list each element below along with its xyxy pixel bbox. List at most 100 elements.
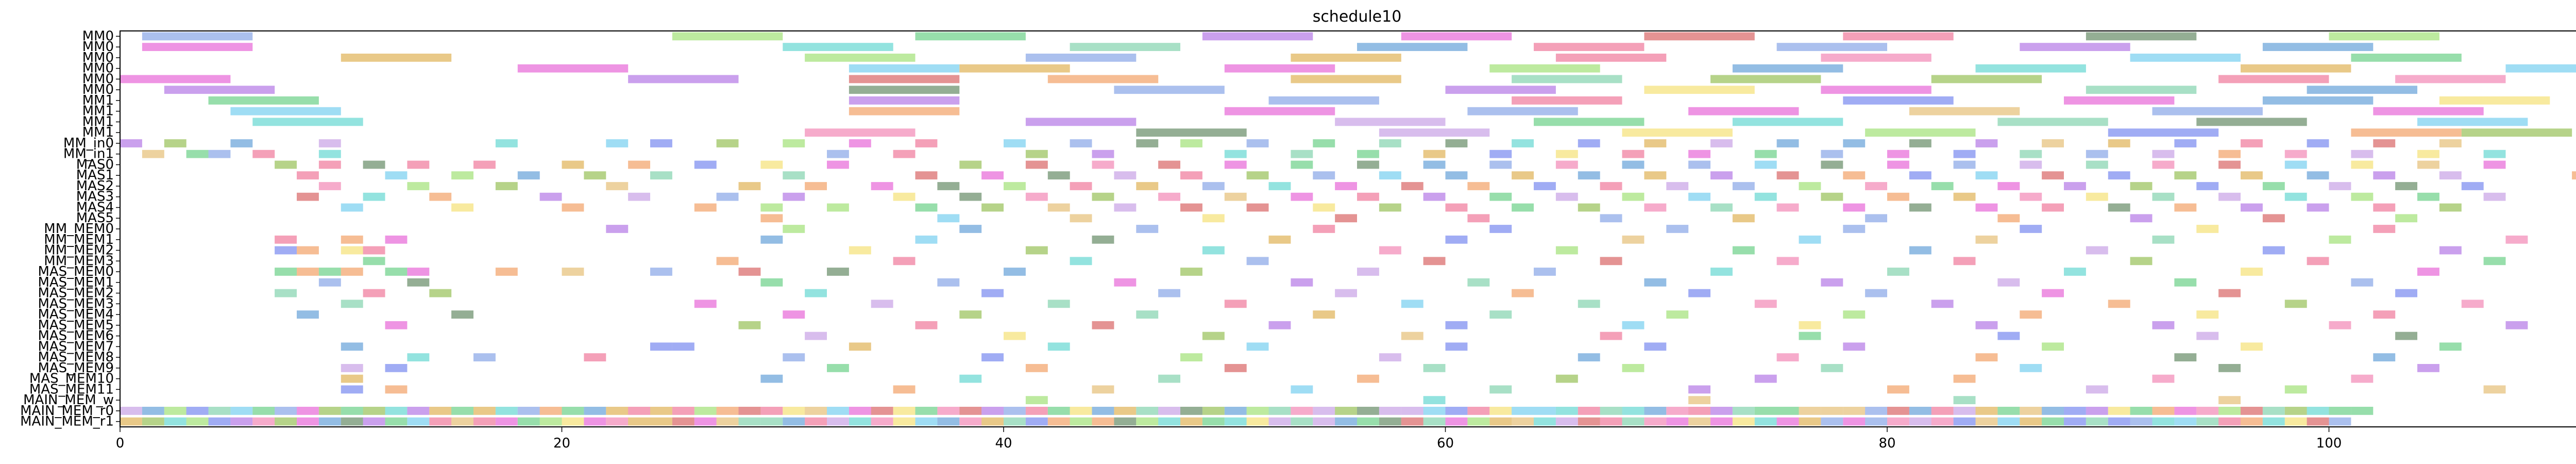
task-bar bbox=[341, 246, 363, 255]
task-bar bbox=[1688, 150, 1710, 158]
task-bar bbox=[1776, 203, 1799, 212]
task-bar bbox=[1512, 75, 1622, 84]
task-bar bbox=[363, 192, 385, 201]
task-bar bbox=[1975, 64, 2086, 73]
task-bar bbox=[1512, 139, 1534, 147]
task-bar bbox=[1644, 417, 1667, 426]
row-label: MAS_MEM2 bbox=[38, 286, 114, 301]
task-bar bbox=[2483, 385, 2506, 394]
task-bar bbox=[783, 407, 805, 415]
task-bar bbox=[849, 417, 871, 426]
task-bar bbox=[2483, 257, 2506, 266]
task-bar bbox=[451, 310, 473, 319]
task-bar bbox=[1246, 139, 1269, 147]
task-bar bbox=[1379, 128, 1490, 137]
task-bar bbox=[1688, 160, 1710, 169]
task-bar bbox=[1291, 385, 1313, 394]
task-bar bbox=[2329, 321, 2351, 329]
task-bar bbox=[1821, 54, 1931, 62]
row-label: MAS_MEM3 bbox=[38, 296, 114, 311]
task-bar bbox=[429, 289, 452, 297]
task-bar bbox=[760, 214, 783, 223]
task-bar bbox=[2064, 182, 2086, 190]
task-bar bbox=[1313, 203, 1335, 212]
task-bar bbox=[2152, 321, 2175, 329]
task-bar bbox=[2439, 96, 2550, 105]
task-bar bbox=[1004, 332, 1026, 340]
task-bar bbox=[1821, 150, 1843, 158]
task-bar bbox=[1379, 407, 1401, 415]
task-bar bbox=[937, 214, 960, 223]
task-bar bbox=[1224, 300, 1247, 308]
task-bar bbox=[1688, 107, 1799, 115]
task-bar bbox=[2351, 407, 2374, 415]
task-bar bbox=[1445, 407, 1468, 415]
x-axis: 0 20 40 60 80 100 bbox=[116, 427, 2342, 451]
task-bar bbox=[2218, 289, 2241, 297]
task-bar bbox=[694, 160, 717, 169]
task-bar bbox=[1843, 342, 1866, 351]
task-bar bbox=[1445, 342, 1468, 351]
task-bar bbox=[805, 182, 827, 190]
task-bar bbox=[1865, 128, 1976, 137]
task-bar bbox=[606, 139, 629, 147]
task-bar bbox=[2284, 192, 2307, 201]
task-bar bbox=[2042, 342, 2064, 351]
task-bar bbox=[208, 407, 231, 415]
task-bar bbox=[606, 417, 629, 426]
task-bar bbox=[1555, 246, 1578, 255]
task-bar bbox=[1025, 396, 1048, 404]
row-label: MAS_MEM1 bbox=[38, 275, 114, 290]
task-bar bbox=[318, 160, 341, 169]
task-bar bbox=[2196, 310, 2219, 319]
task-bar bbox=[1445, 139, 1468, 147]
task-bar bbox=[1423, 257, 1446, 266]
task-bar bbox=[1843, 407, 1866, 415]
task-bar bbox=[341, 235, 363, 244]
task-bar bbox=[1467, 407, 1490, 415]
row-label: MAS_MEM8 bbox=[38, 350, 114, 365]
task-bar bbox=[2152, 417, 2175, 426]
task-bar bbox=[2218, 396, 2241, 404]
task-bar bbox=[1291, 150, 1313, 158]
task-bar bbox=[1423, 417, 1446, 426]
task-bar bbox=[2020, 225, 2042, 233]
task-bar bbox=[2284, 300, 2307, 308]
task-bar bbox=[959, 64, 1070, 73]
task-bar bbox=[297, 171, 319, 180]
task-bar bbox=[1070, 257, 1092, 266]
task-bar bbox=[1467, 278, 1490, 287]
task-bar bbox=[1909, 417, 1931, 426]
task-bar bbox=[1136, 139, 1159, 147]
task-bar bbox=[1622, 321, 1645, 329]
task-bar bbox=[805, 417, 827, 426]
task-bar bbox=[1489, 64, 1600, 73]
task-bar bbox=[230, 407, 253, 415]
task-bar bbox=[1047, 417, 1070, 426]
task-bar bbox=[275, 268, 297, 276]
task-bar bbox=[1865, 417, 1887, 426]
task-bar bbox=[164, 417, 187, 426]
task-bar bbox=[915, 321, 938, 329]
task-bar bbox=[1025, 192, 1048, 201]
task-bar bbox=[937, 407, 960, 415]
task-bar bbox=[252, 407, 275, 415]
task-bar bbox=[893, 192, 916, 201]
task-bar bbox=[1268, 96, 1379, 105]
task-bar bbox=[1224, 364, 1247, 372]
task-bar bbox=[827, 268, 849, 276]
task-bar bbox=[2262, 182, 2285, 190]
task-bar bbox=[738, 268, 761, 276]
task-bar bbox=[2196, 118, 2307, 126]
task-bar bbox=[2307, 203, 2329, 212]
task-bar bbox=[893, 150, 916, 158]
task-bar bbox=[1578, 417, 1600, 426]
task-bar bbox=[893, 257, 916, 266]
row-label: MM_MEM1 bbox=[44, 232, 114, 247]
task-bar bbox=[142, 32, 253, 41]
task-bar bbox=[1445, 417, 1468, 426]
task-bar bbox=[1335, 182, 1357, 190]
task-bar bbox=[2196, 182, 2219, 190]
task-bar bbox=[1666, 182, 1689, 190]
task-bar bbox=[2395, 75, 2506, 84]
